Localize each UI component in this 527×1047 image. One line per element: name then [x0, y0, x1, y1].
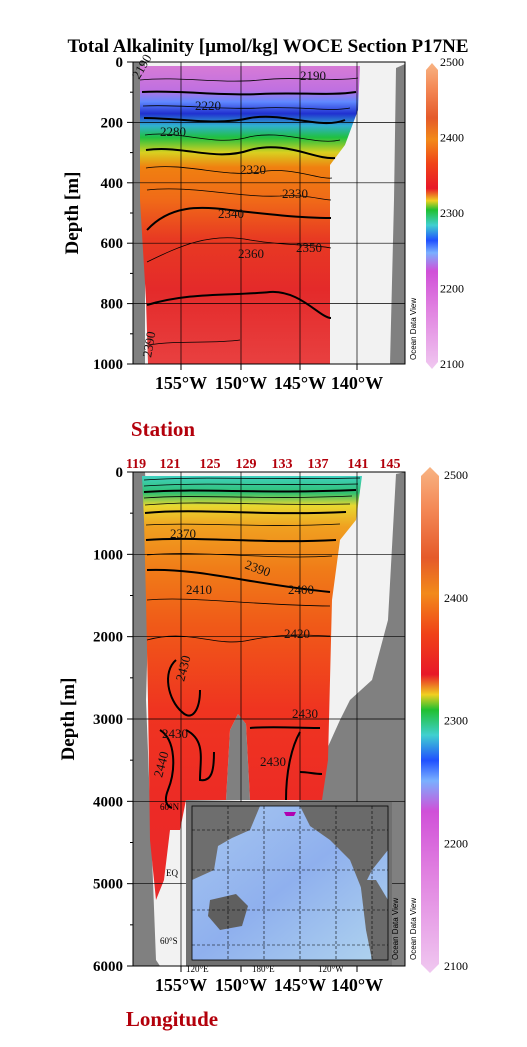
x-tick-label: 155°W: [155, 975, 207, 995]
station-label: 129: [236, 457, 257, 472]
station-label: 141: [348, 457, 369, 472]
x-tick-label: 155°W: [155, 373, 207, 393]
y-tick-label: 1000: [93, 357, 123, 373]
y-axis-label: Depth [m]: [62, 172, 83, 255]
contours: [139, 77, 359, 346]
y-tick-label: 400: [101, 176, 124, 192]
colorbar: [426, 63, 438, 369]
colorbar-tick-label: 2200: [444, 836, 468, 850]
x-tick-label: 150°W: [215, 373, 267, 393]
contour-label: 2430: [292, 706, 318, 721]
chart-title: Total Alkalinity [µmol/kg] WOCE Section …: [67, 36, 468, 57]
contour-label: 2190: [300, 68, 326, 83]
station-label: 119: [126, 457, 146, 472]
land: [390, 64, 405, 364]
colorbar-tick-label: 2500: [440, 55, 464, 69]
y-tick-label: 600: [101, 236, 124, 252]
inset-lon-label: 120°E: [186, 964, 209, 974]
colorbar-tick-label: 2100: [444, 959, 468, 973]
contour-label: 2350: [296, 240, 322, 255]
contour-label: 2340: [218, 206, 244, 221]
contour-label: 2330: [282, 186, 308, 201]
station-label: 145: [380, 457, 401, 472]
watermark: Ocean Data View: [409, 898, 418, 960]
y-tick-label: 6000: [93, 959, 123, 975]
y-tick-label: 1000: [93, 547, 123, 563]
watermark: Ocean Data View: [391, 898, 400, 960]
contour-label: 2390: [139, 330, 158, 358]
x-tick-label: 145°W: [274, 373, 326, 393]
contour-label: 2400: [288, 582, 314, 597]
contour-label: 2430: [162, 726, 188, 741]
alkalinity-field: [140, 66, 360, 364]
contour-label: 2410: [186, 582, 212, 597]
inset-lat-label: 60°N: [160, 802, 180, 812]
inset-lat-label: 60°S: [160, 936, 178, 946]
inset-lon-label: 180°E: [252, 964, 275, 974]
x-tick-label: 140°W: [331, 975, 383, 995]
contour-label: 2430: [260, 754, 286, 769]
watermark: Ocean Data View: [409, 298, 418, 360]
colorbar: [421, 467, 439, 973]
contour-label: 2320: [240, 162, 266, 177]
station-label: 125: [200, 457, 221, 472]
x-axis-label: Longitude: [126, 1007, 218, 1031]
station-label: 121: [160, 457, 181, 472]
contour-label: 2440: [150, 750, 171, 779]
land: [226, 714, 250, 800]
station-label: 133: [272, 457, 293, 472]
x-tick-label: 145°W: [274, 975, 326, 995]
y-tick-label: 200: [101, 115, 124, 131]
alkalinity-field: [142, 476, 362, 900]
y-tick-label: 0: [116, 465, 124, 481]
y-tick-label: 5000: [93, 877, 123, 893]
colorbar-tick-label: 2400: [440, 131, 464, 145]
contour-label: 2360: [238, 246, 264, 261]
y-tick-label: 3000: [93, 712, 123, 728]
colorbar-tick-label: 2300: [440, 206, 464, 220]
contour-label: 2220: [195, 98, 221, 113]
x-tick-label: 140°W: [331, 373, 383, 393]
y-tick-label: 2000: [93, 630, 123, 646]
y-tick-label: 4000: [93, 794, 123, 810]
colorbar-tick-label: 2200: [440, 282, 464, 296]
contour-label: 2280: [160, 124, 186, 139]
contour-label: 2420: [284, 626, 310, 641]
colorbar-tick-label: 2300: [444, 714, 468, 728]
x-axis-label: Station: [131, 417, 196, 441]
contour-label: 2430: [172, 654, 193, 683]
x-tick-label: 150°W: [215, 975, 267, 995]
colorbar-tick-label: 2100: [440, 357, 464, 371]
inset-lon-label: 120°W: [318, 964, 344, 974]
station-label: 137: [308, 457, 329, 472]
y-axis-label: Depth [m]: [58, 678, 79, 761]
y-tick-label: 800: [101, 297, 124, 313]
colorbar-tick-label: 2500: [444, 468, 468, 482]
colorbar-tick-label: 2400: [444, 591, 468, 605]
y-tick-label: 0: [116, 55, 124, 71]
inset-map: [186, 802, 392, 966]
contour-label: 2370: [170, 526, 196, 541]
grid: [133, 62, 405, 364]
contours: [143, 477, 361, 809]
inset-lat-label: EQ: [166, 868, 178, 878]
